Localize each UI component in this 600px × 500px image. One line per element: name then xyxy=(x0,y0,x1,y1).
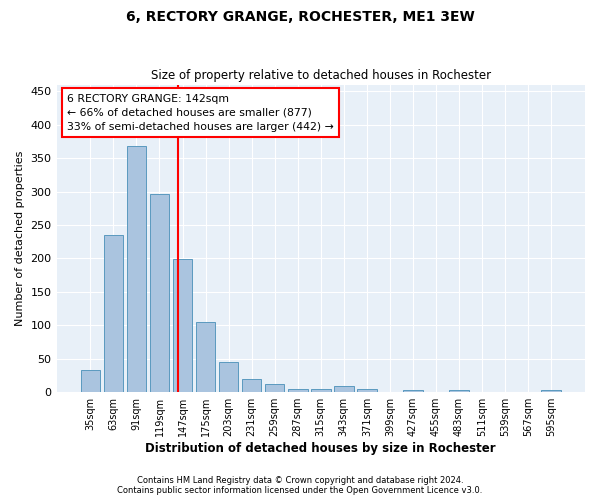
Bar xyxy=(357,389,377,392)
X-axis label: Distribution of detached houses by size in Rochester: Distribution of detached houses by size … xyxy=(145,442,496,455)
Bar xyxy=(173,259,193,392)
Bar xyxy=(334,386,353,392)
Text: 6, RECTORY GRANGE, ROCHESTER, ME1 3EW: 6, RECTORY GRANGE, ROCHESTER, ME1 3EW xyxy=(125,10,475,24)
Title: Size of property relative to detached houses in Rochester: Size of property relative to detached ho… xyxy=(151,69,491,82)
Bar xyxy=(242,379,262,392)
Bar xyxy=(219,362,238,392)
Bar xyxy=(403,390,423,392)
Bar xyxy=(288,389,308,392)
Bar xyxy=(196,322,215,392)
Bar xyxy=(541,390,561,392)
Bar xyxy=(104,235,123,392)
Bar xyxy=(265,384,284,392)
Bar xyxy=(311,389,331,392)
Text: Contains HM Land Registry data © Crown copyright and database right 2024.
Contai: Contains HM Land Registry data © Crown c… xyxy=(118,476,482,495)
Bar xyxy=(449,390,469,392)
Text: 6 RECTORY GRANGE: 142sqm
← 66% of detached houses are smaller (877)
33% of semi-: 6 RECTORY GRANGE: 142sqm ← 66% of detach… xyxy=(67,94,334,132)
Bar xyxy=(80,370,100,392)
Bar xyxy=(127,146,146,392)
Bar xyxy=(149,194,169,392)
Y-axis label: Number of detached properties: Number of detached properties xyxy=(15,150,25,326)
